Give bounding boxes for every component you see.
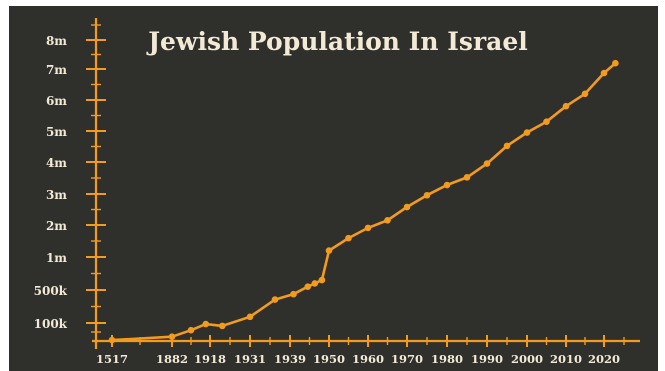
x-tick-label: 1918 <box>194 352 226 366</box>
x-tick-label: 1960 <box>352 352 384 366</box>
x-tick-label: 2000 <box>511 352 543 366</box>
data-point <box>168 333 176 340</box>
y-tick-label: 3m <box>46 188 67 202</box>
data-point <box>318 276 326 284</box>
data-point <box>403 203 411 211</box>
y-tick-label: 5m <box>46 125 67 139</box>
chart-background <box>9 6 658 371</box>
data-point <box>364 224 372 232</box>
data-point <box>463 174 471 181</box>
data-point <box>246 313 254 321</box>
x-tick-label: 2020 <box>588 352 620 366</box>
y-axis-ticks: 100k 500k 1m 2m 3m 4m 5m 6m 7m 8m <box>34 24 106 333</box>
data-point <box>290 290 297 298</box>
data-point <box>600 69 608 77</box>
data-point <box>423 191 431 199</box>
x-tick-label: 1931 <box>234 352 266 366</box>
axes <box>92 18 640 349</box>
data-point <box>443 181 451 189</box>
data-point <box>187 326 195 334</box>
y-tick-label: 6m <box>46 94 67 108</box>
x-tick-label: 1950 <box>313 352 345 366</box>
data-point <box>581 90 589 98</box>
data-point <box>345 234 352 242</box>
data-point <box>612 59 619 67</box>
data-point <box>543 118 550 125</box>
x-tick-label: 1882 <box>156 352 188 366</box>
x-axis-ticks: 1517 1882 1918 1931 1939 1950 1960 1970 1980 1990… <box>96 335 625 366</box>
x-tick-label: 1990 <box>471 352 503 366</box>
data-point <box>108 336 116 344</box>
data-point <box>325 247 333 254</box>
y-tick-label: 500k <box>34 284 68 298</box>
data-point <box>271 296 279 303</box>
data-point <box>562 102 570 110</box>
data-points <box>108 59 619 344</box>
y-tick-label: 2m <box>46 219 67 233</box>
x-tick-label: 1517 <box>96 352 128 366</box>
data-point <box>523 129 531 136</box>
data-point <box>483 160 491 167</box>
x-tick-label: 2010 <box>550 352 582 366</box>
x-tick-label: 1939 <box>274 352 306 366</box>
chart-title: Jewish Population In Israel <box>146 27 528 56</box>
y-tick-label: 4m <box>46 156 67 170</box>
x-tick-label: 1980 <box>431 352 463 366</box>
data-point <box>503 142 511 150</box>
y-tick-label: 1m <box>46 251 67 265</box>
y-tick-label: 100k <box>34 317 68 331</box>
data-point <box>384 217 391 224</box>
y-tick-label: 7m <box>46 63 67 77</box>
data-point <box>219 322 226 330</box>
x-tick-label: 1970 <box>391 352 423 366</box>
y-tick-label: 8m <box>46 34 67 48</box>
data-point <box>202 320 210 328</box>
data-point <box>304 283 312 291</box>
data-point <box>311 280 319 287</box>
